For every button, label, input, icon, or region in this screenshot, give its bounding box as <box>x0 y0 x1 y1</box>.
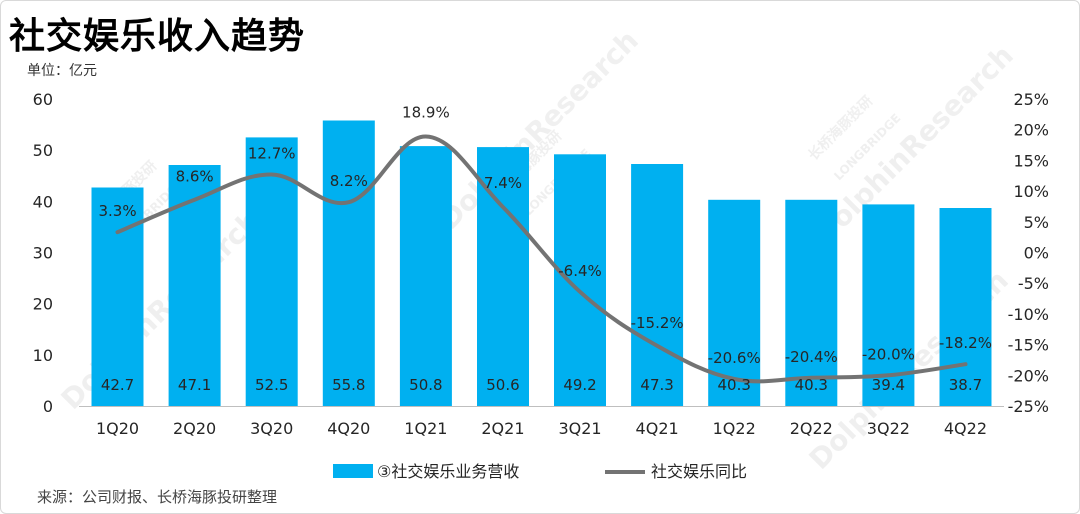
bar-value-label: 52.5 <box>255 376 288 394</box>
y-right-tick-label: 25% <box>1013 90 1049 109</box>
y-left-tick-label: 60 <box>33 90 53 109</box>
line-value-label: -6.4% <box>558 262 602 280</box>
line-value-label: -18.2% <box>939 334 992 352</box>
y-right-tick-label: -20% <box>1008 366 1049 385</box>
bar <box>91 187 144 406</box>
bar-value-label: 47.3 <box>640 376 673 394</box>
bar <box>554 154 606 406</box>
axes: 0 10 20 30 40 50 60 25% 20% 15% 10% 5% 0% -5% -10% -15%… <box>33 90 1049 438</box>
line-value-label: 3.3% <box>98 202 136 220</box>
line-value-label: -20.4% <box>785 348 838 366</box>
y-right-tick-label: 0% <box>1024 244 1049 263</box>
y-right-tick-label: 15% <box>1013 151 1049 170</box>
bar-value-label: 50.8 <box>409 376 442 394</box>
x-tick-label: 3Q22 <box>867 419 910 438</box>
legend-line-label: 社交娱乐同比 <box>651 462 747 481</box>
yoy-line <box>115 134 968 384</box>
bar-value-label: 38.7 <box>949 376 982 394</box>
bar <box>322 120 375 406</box>
y-right-tick-label: 20% <box>1013 121 1049 140</box>
bar-value-label: 42.7 <box>101 376 134 394</box>
line-value-label: -20.6% <box>708 349 761 367</box>
line-value-label: -15.2% <box>631 314 684 332</box>
y-right-tick-label: -25% <box>1008 397 1049 416</box>
line-series <box>115 134 968 384</box>
line-value-label: 12.7% <box>248 145 296 163</box>
line-value-label: 8.2% <box>330 172 368 190</box>
bar <box>245 137 298 406</box>
y-left-tick-label: 50 <box>33 141 53 160</box>
x-tick-label: 3Q20 <box>250 419 293 438</box>
bar-value-label: 50.6 <box>486 376 519 394</box>
x-tick-label: 2Q22 <box>790 419 833 438</box>
y-right-tick-label: 5% <box>1024 213 1049 232</box>
watermark-text: DolphinResearch <box>55 204 267 416</box>
legend-bar-swatch <box>333 464 373 478</box>
y-right-tick-label: -5% <box>1018 274 1049 293</box>
bar-value-label: 40.3 <box>718 376 751 394</box>
bar-value-label: 39.4 <box>872 376 905 394</box>
data-labels: 42.7 47.1 52.5 55.8 50.8 50.6 49.2 47.3 40.3 40.3… <box>98 103 992 394</box>
chart-title: 社交娱乐收入趋势 <box>9 16 306 57</box>
y-left-tick-label: 30 <box>33 244 53 263</box>
bar-value-label: 55.8 <box>332 376 365 394</box>
y-right-tick-label: -15% <box>1008 336 1049 355</box>
x-tick-label: 2Q20 <box>173 419 216 438</box>
x-tick-label: 3Q21 <box>558 419 601 438</box>
legend: ③社交娱乐业务营收 社交娱乐同比 <box>333 462 747 481</box>
line-value-label: 7.4% <box>484 174 522 192</box>
y-left-tick-label: 10 <box>33 346 53 365</box>
y-right-tick-label: 10% <box>1013 182 1049 201</box>
x-tick-label: 2Q21 <box>481 419 524 438</box>
y-right-tick-label: -10% <box>1008 305 1049 324</box>
bar <box>785 199 838 406</box>
line-value-label: 18.9% <box>402 103 450 121</box>
bar-value-label: 40.3 <box>795 376 828 394</box>
x-tick-label: 1Q22 <box>713 419 756 438</box>
bar <box>399 146 452 406</box>
x-tick-label: 1Q20 <box>96 419 139 438</box>
bar-value-label: 47.1 <box>178 376 211 394</box>
bar <box>631 164 684 406</box>
bar <box>939 208 992 406</box>
x-tick-label: 4Q20 <box>327 419 370 438</box>
legend-bar-label: ③社交娱乐业务营收 <box>377 462 519 481</box>
y-left-tick-label: 20 <box>33 295 53 314</box>
y-left-tick-label: 40 <box>33 192 53 211</box>
source-note: 来源：公司财报、长桥海豚投研整理 <box>37 488 278 506</box>
line-value-label: 8.6% <box>176 168 214 186</box>
unit-label: 单位：亿元 <box>27 63 97 79</box>
x-tick-label: 4Q21 <box>636 419 679 438</box>
line-value-label: -20.0% <box>862 345 915 363</box>
bar <box>708 199 761 406</box>
x-tick-label: 1Q21 <box>404 419 447 438</box>
x-tick-label: 4Q22 <box>944 419 987 438</box>
bar-value-label: 49.2 <box>563 376 596 394</box>
y-left-tick-label: 0 <box>43 397 53 416</box>
